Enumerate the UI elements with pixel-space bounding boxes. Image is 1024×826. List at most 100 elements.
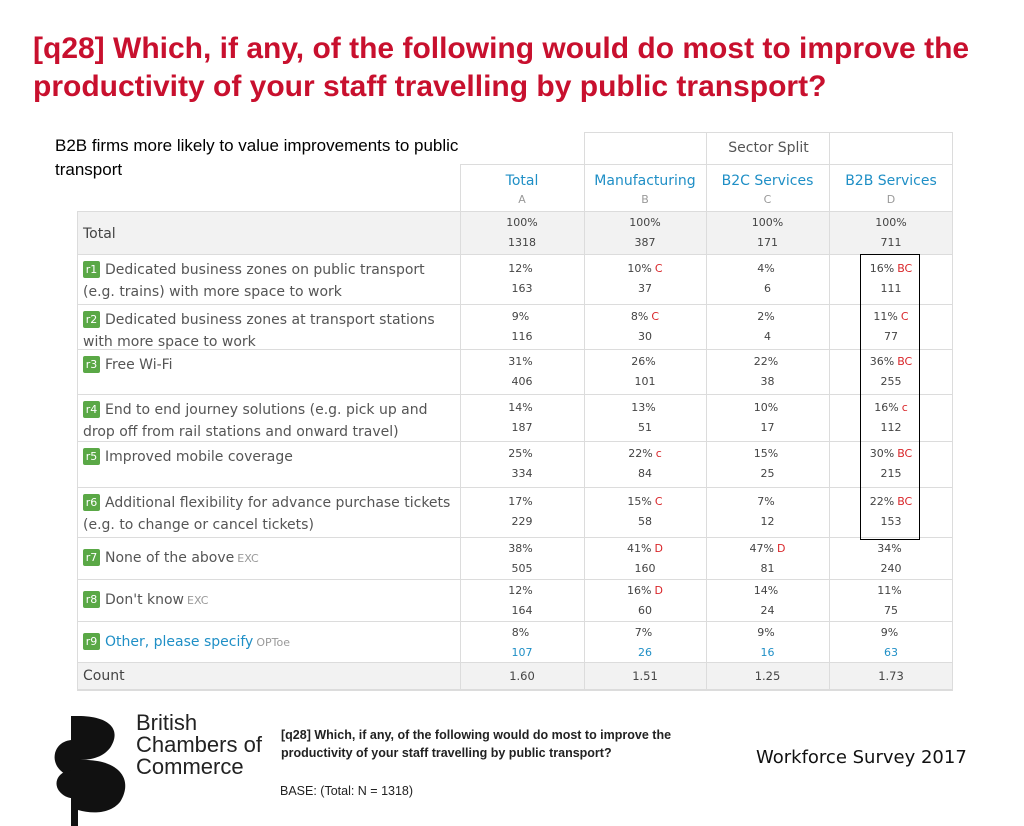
significance-marker: c [901,400,908,414]
percent-value: 100% [829,213,953,233]
row-tag: EXC [237,552,259,565]
percent-value: 10% [706,398,829,418]
value-cell: 15% 25 [706,441,829,487]
percent-number: 11% [873,309,898,323]
bcc-logo-text: British Chambers of Commerce [136,710,262,779]
percent-value: 22% BC [829,492,953,512]
column-header: B2B Services D [829,164,953,211]
percent-number: 10% [627,262,652,275]
value-cell: 9% 116 [460,304,584,349]
row-divider [77,662,953,663]
percent-number: 100% [506,216,538,229]
percent-number: 22% [628,447,653,460]
percent-number: 4% [757,262,775,275]
count-value: 112 [880,420,902,434]
value-cell: 30% BC 215 [829,441,953,487]
percent-value: 22% c [584,444,706,464]
value-cell: 22% c 84 [584,441,706,487]
percent-number: 16% [869,262,895,275]
percent-value: 8% [460,623,584,643]
count-value: 84 [638,467,652,480]
row-label-text: Dedicated business zones at transport st… [83,312,435,350]
percent-number: 31% [508,354,533,368]
count-value: 58 [638,515,652,528]
percent-number: 16% [627,584,652,597]
value-cell: 13% 51 [584,394,706,441]
row-label-text: None of the above [105,550,235,566]
crosstab-table: Sector Split Total A Manufacturing B B2C Serv… [77,132,953,691]
percent-number: 15% [753,447,779,460]
percent-number: 17% [508,495,533,508]
percent-number: 16% [874,400,899,414]
row-code-badge: r2 [83,311,100,328]
count-value: 63 [884,646,898,659]
count-value: 75 [884,604,898,617]
percent-number: 9% [511,309,530,323]
answer-row-label: r8 Don't know EXC [77,579,460,621]
percent-value: 22% [706,352,829,372]
row-code-badge: r4 [83,401,100,418]
percent-value: 9% [829,623,953,643]
percent-number: 12% [508,584,533,597]
percent-number: 7% [634,626,653,639]
percent-value: 25% [460,444,584,464]
count-value: 711 [880,236,902,249]
value-cell: 16% D 60 [584,579,706,621]
b2b-highlight-box [860,254,920,540]
value-cell: 11% 75 [829,579,953,621]
row-code-badge: r1 [83,261,100,278]
percent-number: 15% [627,495,652,508]
value-cell: 47% D 81 [706,537,829,579]
row-label-text: End to end journey solutions (e.g. pick … [83,402,428,440]
value-cell: 17% 229 [460,487,584,537]
value-cell: 41% D 160 [584,537,706,579]
count-value: 51 [638,420,652,434]
significance-marker: C [651,309,660,323]
value-cell: 8% C 30 [584,304,706,349]
percent-value: 26% [584,352,706,372]
count-value: 6 [764,282,771,295]
row-divider [77,537,953,538]
value-cell: 14% 24 [706,579,829,621]
column-name: Manufacturing [594,173,696,189]
row-divider [77,487,953,488]
column-header: Manufacturing B [584,164,706,211]
percent-value: 100% [706,213,829,233]
count-value: 81 [760,562,775,575]
percent-value: 36% BC [829,352,953,372]
answer-row-label: r3 Free Wi-Fi [77,349,460,394]
percent-value: 4% [706,259,829,279]
percent-number: 38% [508,542,533,555]
percent-number: 34% [877,542,902,555]
significance-marker: c [655,447,662,460]
total-row-bg [77,211,953,254]
row-code-badge: r7 [83,549,100,566]
column-letter: B [641,193,649,206]
count-value: 160 [634,562,656,575]
percent-number: 41% [627,542,652,555]
percent-value: 16% BC [829,259,953,279]
percent-number: 9% [880,626,899,639]
value-cell: 100% 171 [706,211,829,254]
key-finding-note: B2B firms more likely to value improveme… [55,136,459,179]
answer-row-label: r6 Additional flexibility for advance pur… [77,487,460,537]
percent-value: 11% [829,581,953,601]
percent-value: 14% [706,581,829,601]
percent-number: 100% [875,216,907,229]
row-divider [77,579,953,580]
significance-marker: D [776,542,786,555]
row-label-text: Other, please specify [105,633,254,650]
value-cell: 2% 4 [706,304,829,349]
percent-value: 13% [584,398,706,418]
row-label-text: Dedicated business zones on public trans… [83,262,425,300]
count-value: 229 [511,515,533,528]
significance-marker: C [654,495,663,508]
count-value: 153 [880,515,902,528]
answer-row-label: r4 End to end journey solutions (e.g. pic… [77,394,460,441]
value-cell: 9% 63 [829,621,953,662]
value-cell: 14% 187 [460,394,584,441]
percent-value: 9% [706,623,829,643]
value-cell: 10% 17 [706,394,829,441]
count-value: 215 [880,467,902,480]
significance-marker: C [900,309,909,323]
